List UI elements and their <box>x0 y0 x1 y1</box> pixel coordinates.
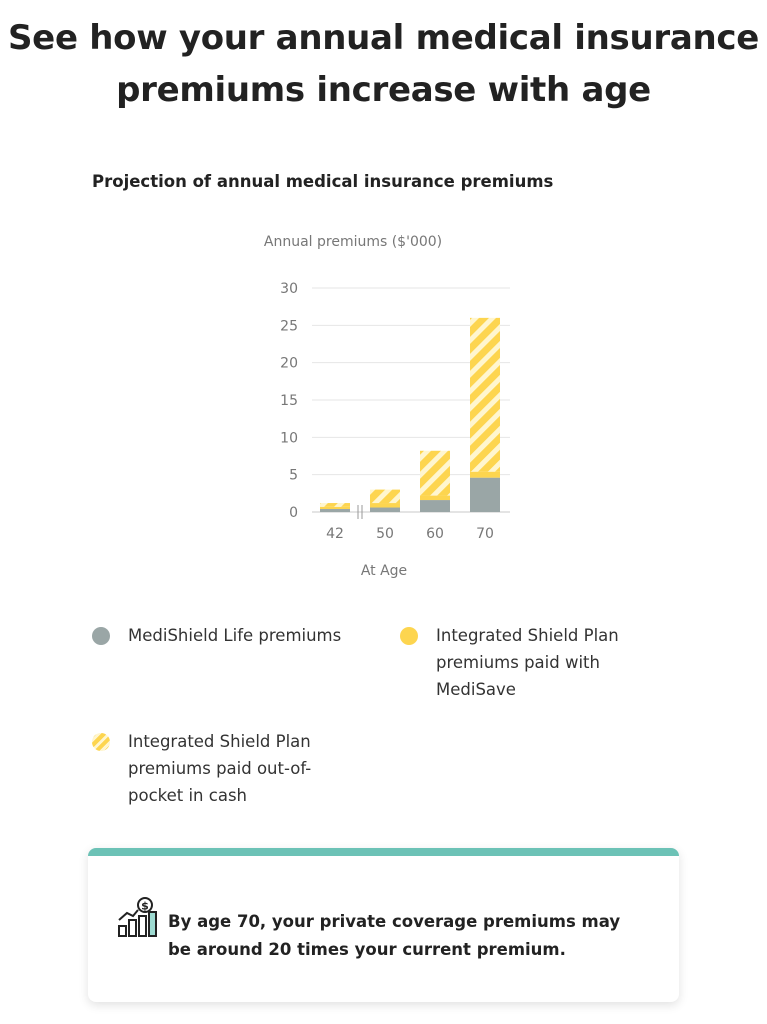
bar-segment-50-s1 <box>370 503 400 508</box>
y-axis-label: Annual premiums ($'000) <box>264 234 442 250</box>
legend-swatch-hatched <box>92 733 110 751</box>
y-tick-label: 15 <box>280 393 298 409</box>
bar-segment-42-s0 <box>320 509 350 512</box>
chart-legend: MediShield Life premiums Integrated Shie… <box>92 622 682 822</box>
x-tick-label: 70 <box>476 526 494 542</box>
legend-label: Integrated Shield Plan premiums paid wit… <box>436 626 619 699</box>
legend-item-isp-medisave: Integrated Shield Plan premiums paid wit… <box>400 622 650 703</box>
bar-segment-50-s2 <box>370 489 400 504</box>
y-tick-label: 5 <box>289 468 298 484</box>
legend-swatch-grey <box>92 627 110 645</box>
y-tick-label: 10 <box>280 430 298 446</box>
x-tick-label: 60 <box>426 526 444 542</box>
y-tick-label: 20 <box>280 356 298 372</box>
bar-segment-60-s1 <box>420 495 450 501</box>
y-tick-label: 25 <box>280 318 298 334</box>
page-title: See how your annual medical insurance pr… <box>0 12 767 116</box>
legend-label: Integrated Shield Plan premiums paid out… <box>128 732 312 805</box>
legend-label: MediShield Life premiums <box>128 626 342 645</box>
premium-chart-svg: Annual premiums ($'000) 0 5 10 15 20 25 30 42 5… <box>264 234 510 579</box>
page-title-line-1: See how your annual medical insurance <box>8 18 759 58</box>
legend-item-isp-cash: Integrated Shield Plan premiums paid out… <box>92 728 352 809</box>
y-tick-label: 30 <box>280 281 298 297</box>
growth-chart-dollar-icon: $ <box>116 896 158 938</box>
bar-segment-50-s0 <box>370 507 400 512</box>
bar-segment-42-s1 <box>320 506 350 510</box>
chart-heading: Projection of annual medical insurance p… <box>92 172 554 191</box>
bar-segment-70-s2 <box>470 317 500 472</box>
callout-text: By age 70, your private coverage premium… <box>168 912 621 959</box>
legend-swatch-yellow <box>400 627 418 645</box>
bar-segment-70-s0 <box>470 477 500 512</box>
bar-segment-70-s1 <box>470 471 500 478</box>
bar-segment-60-s0 <box>420 500 450 512</box>
page-title-line-2: premiums increase with age <box>116 70 651 110</box>
x-tick-label: 42 <box>326 526 344 542</box>
legend-item-medishield: MediShield Life premiums <box>92 622 382 649</box>
insight-callout: $ By age 70, your private coverage premi… <box>88 848 679 1002</box>
y-tick-label: 0 <box>289 505 298 521</box>
x-axis-label: At Age <box>361 563 407 579</box>
x-tick-label: 50 <box>376 526 394 542</box>
bar-segment-60-s2 <box>420 450 450 496</box>
premium-chart: Annual premiums ($'000) 0 5 10 15 20 25 30 42 5… <box>0 220 767 590</box>
bar-segment-42-s2 <box>320 503 350 507</box>
svg-text:$: $ <box>141 900 149 913</box>
